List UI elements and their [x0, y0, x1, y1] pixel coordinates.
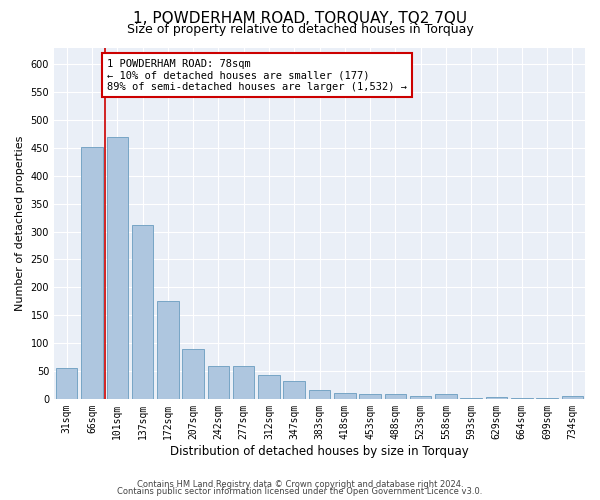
Bar — [81, 148, 103, 399]
Text: 1, POWDERHAM ROAD, TORQUAY, TQ2 7QU: 1, POWDERHAM ROAD, TORQUAY, TQ2 7QU — [133, 11, 467, 26]
Bar — [385, 394, 406, 399]
Bar — [309, 390, 330, 399]
Text: Size of property relative to detached houses in Torquay: Size of property relative to detached ho… — [127, 23, 473, 36]
Bar — [107, 136, 128, 399]
Bar — [157, 300, 179, 399]
Bar — [511, 398, 533, 399]
Bar — [460, 398, 482, 399]
Bar — [132, 226, 153, 399]
Bar — [182, 349, 204, 399]
X-axis label: Distribution of detached houses by size in Torquay: Distribution of detached houses by size … — [170, 444, 469, 458]
Bar — [435, 394, 457, 399]
Bar — [208, 366, 229, 399]
Text: 1 POWDERHAM ROAD: 78sqm
← 10% of detached houses are smaller (177)
89% of semi-d: 1 POWDERHAM ROAD: 78sqm ← 10% of detache… — [107, 58, 407, 92]
Y-axis label: Number of detached properties: Number of detached properties — [15, 136, 25, 311]
Text: Contains HM Land Registry data © Crown copyright and database right 2024.: Contains HM Land Registry data © Crown c… — [137, 480, 463, 489]
Text: Contains public sector information licensed under the Open Government Licence v3: Contains public sector information licen… — [118, 487, 482, 496]
Bar — [486, 397, 507, 399]
Bar — [359, 394, 381, 399]
Bar — [410, 396, 431, 399]
Bar — [536, 398, 558, 399]
Bar — [283, 381, 305, 399]
Bar — [334, 394, 356, 399]
Bar — [258, 376, 280, 399]
Bar — [562, 396, 583, 399]
Bar — [56, 368, 77, 399]
Bar — [233, 366, 254, 399]
